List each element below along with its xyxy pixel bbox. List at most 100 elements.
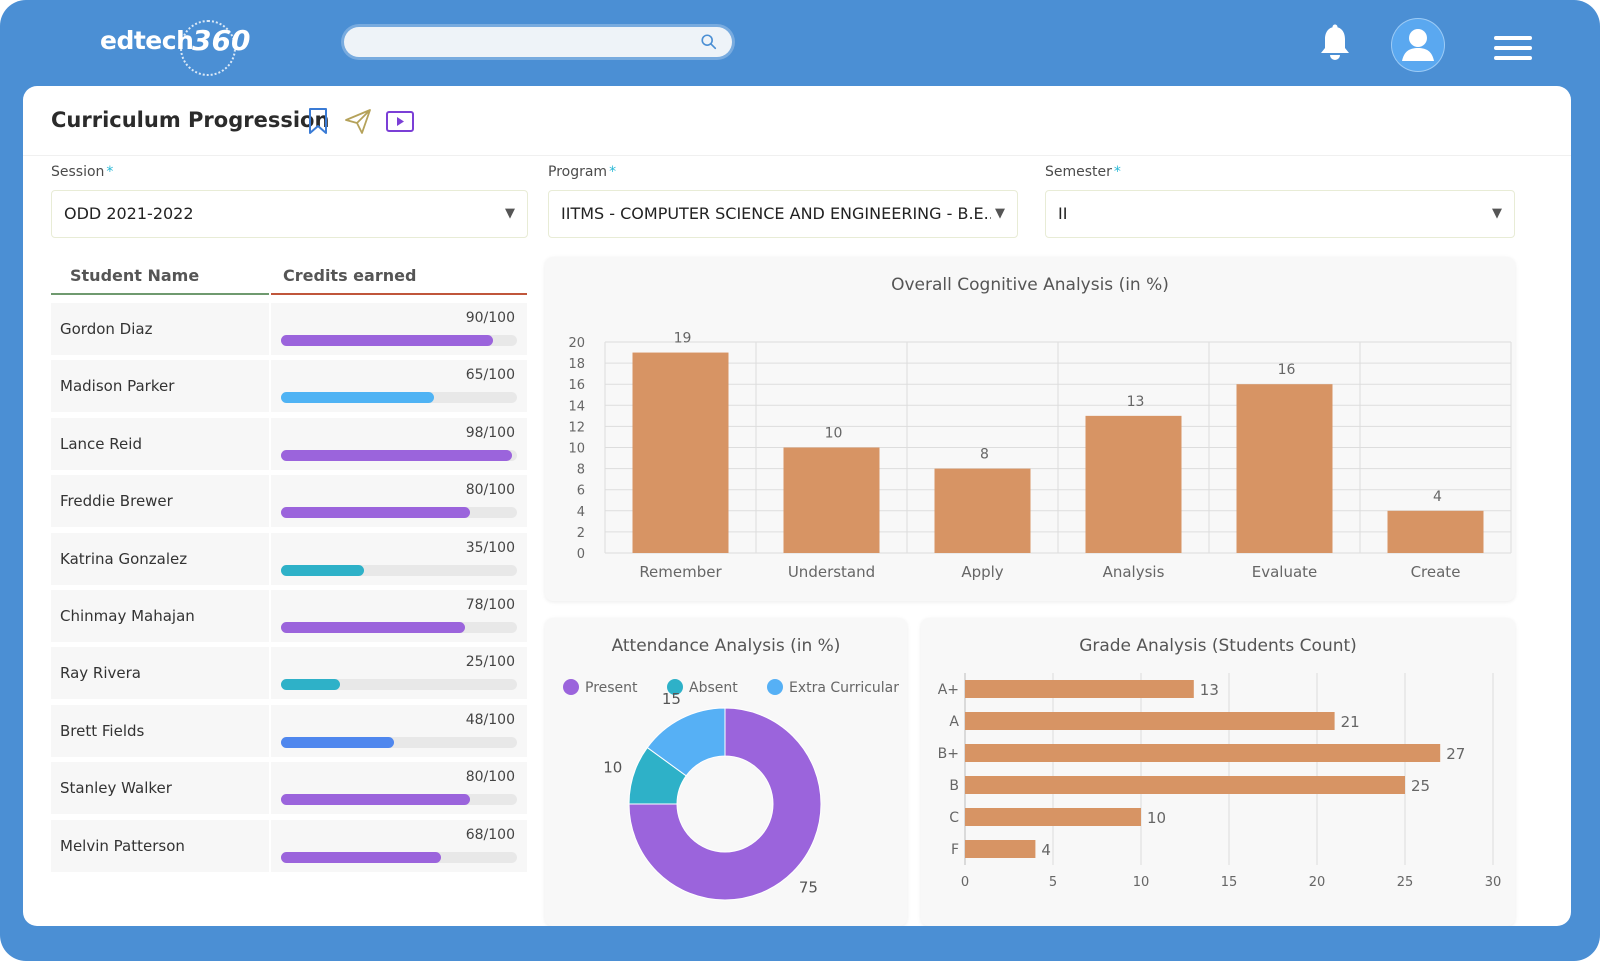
legend-item[interactable]: Present <box>563 679 638 696</box>
progress-fill <box>281 335 494 346</box>
hamburger-menu-icon[interactable] <box>1494 36 1532 60</box>
user-avatar[interactable] <box>1391 18 1445 72</box>
table-row[interactable]: Ray Rivera 25/100 <box>51 647 527 700</box>
progress-bar <box>281 851 517 863</box>
progress-bar <box>281 622 517 633</box>
grade-chart-card: Grade Analysis (Students Count) 0 5 10 15 20… <box>921 618 1515 926</box>
y-tick-label: 0 <box>577 547 585 562</box>
legend-item[interactable]: Extra Curricular <box>767 679 899 696</box>
legend-label: Absent <box>689 680 738 696</box>
bar <box>965 744 1441 762</box>
y-tick-label: 4 <box>577 505 585 520</box>
student-name: Lance Reid <box>60 434 142 453</box>
y-tick-label: 8 <box>577 463 585 478</box>
semester-select[interactable]: II ▼ <box>1045 190 1515 238</box>
x-tick-label: 30 <box>1485 875 1502 890</box>
bar <box>783 447 880 553</box>
data-label: 13 <box>1127 394 1145 410</box>
table-row[interactable]: Madison Parker 65/100 <box>51 360 527 413</box>
chart-title: Overall Cognitive Analysis (in %) <box>891 275 1169 295</box>
semester-label: Semester * <box>1045 164 1121 180</box>
table-row[interactable]: Melvin Patterson 68/100 <box>51 819 527 872</box>
logo[interactable]: edtech 360 <box>100 18 250 76</box>
table-row[interactable]: Katrina Gonzalez 35/100 <box>51 532 527 585</box>
table-row[interactable]: Stanley Walker 80/100 <box>51 762 527 815</box>
y-tick-label: 10 <box>568 442 585 457</box>
legend-item[interactable]: Absent <box>667 679 738 696</box>
data-label: 10 <box>825 426 843 442</box>
chevron-down-icon: ▼ <box>505 206 515 221</box>
data-label: 75 <box>799 878 818 896</box>
x-tick-label: 20 <box>1309 875 1326 890</box>
student-name: Gordon Diaz <box>60 320 153 338</box>
student-name-cell: Madison Parker <box>51 360 269 413</box>
x-tick-label: 0 <box>961 875 969 890</box>
data-label: 8 <box>980 447 989 463</box>
credits-score: 80/100 <box>465 769 515 786</box>
progress-bar <box>281 449 517 461</box>
cognitive-chart-card: Overall Cognitive Analysis (in %) 0 2 4 6 8 1… <box>545 257 1515 601</box>
y-tick-label: 14 <box>568 399 585 414</box>
progress-bar <box>281 392 517 404</box>
search-input[interactable] <box>344 27 732 57</box>
student-name: Melvin Patterson <box>60 836 185 855</box>
credits-score: 90/100 <box>465 310 515 326</box>
data-label: 27 <box>1446 745 1465 763</box>
progress-bar <box>281 794 517 806</box>
data-label: 10 <box>1147 809 1166 827</box>
bell-icon[interactable] <box>1318 24 1352 62</box>
bar <box>632 352 729 553</box>
student-name-cell: Melvin Patterson <box>51 819 269 872</box>
x-tick-label: Evaluate <box>1252 563 1318 581</box>
student-name: Stanley Walker <box>60 779 172 798</box>
program-label: Program * <box>548 164 617 180</box>
y-tick-label: C <box>949 810 959 826</box>
legend-swatch <box>667 679 683 695</box>
progress-bar <box>281 679 517 691</box>
send-icon[interactable] <box>343 106 373 136</box>
session-label: Session * <box>51 164 114 180</box>
table-row[interactable]: Freddie Brewer 80/100 <box>51 475 527 528</box>
student-name-cell: Ray Rivera <box>51 647 269 700</box>
data-label: 10 <box>603 759 622 777</box>
video-play-icon[interactable] <box>385 106 415 136</box>
x-tick-label: 15 <box>1221 875 1238 890</box>
logo-text: edtech <box>100 26 194 55</box>
data-label: 25 <box>1411 777 1430 795</box>
table-row[interactable]: Brett Fields 48/100 <box>51 704 527 757</box>
y-tick-label: A+ <box>938 682 959 698</box>
table-row[interactable]: Lance Reid 98/100 <box>51 417 527 470</box>
table-row[interactable]: Chinmay Mahajan 78/100 <box>51 590 527 642</box>
data-label: 16 <box>1278 362 1296 378</box>
student-name: Freddie Brewer <box>60 492 173 511</box>
credits-score: 68/100 <box>465 826 515 843</box>
y-tick-label: B <box>949 778 959 794</box>
table-row[interactable]: Gordon Diaz 90/100 <box>51 303 527 355</box>
y-tick-label: 16 <box>568 378 585 393</box>
x-tick-label: 5 <box>1049 875 1057 890</box>
search-icon[interactable] <box>700 33 718 51</box>
donut-slice <box>628 707 822 901</box>
credits-score: 80/100 <box>465 482 515 499</box>
data-label: 4 <box>1041 841 1051 859</box>
top-bar: edtech 360 <box>0 0 1600 86</box>
progress-fill <box>281 622 466 633</box>
progress-bar <box>281 564 517 576</box>
progress-bar <box>281 736 517 748</box>
data-label: 15 <box>662 690 681 708</box>
attendance-donut-chart: 75 10 15 <box>603 690 822 901</box>
progress-fill <box>281 564 364 576</box>
credits-cell: 68/100 <box>271 819 527 872</box>
student-name-cell: Lance Reid <box>51 417 269 470</box>
bookmark-icon[interactable] <box>303 106 333 136</box>
credits-cell: 90/100 <box>271 303 527 355</box>
session-select[interactable]: ODD 2021-2022 ▼ <box>51 190 528 238</box>
student-name-cell: Stanley Walker <box>51 762 269 815</box>
program-value: IITMS - COMPUTER SCIENCE AND ENGINEERING… <box>561 204 991 223</box>
progress-fill <box>281 449 513 461</box>
credits-cell: 35/100 <box>271 532 527 585</box>
progress-fill <box>281 392 435 404</box>
program-select[interactable]: IITMS - COMPUTER SCIENCE AND ENGINEERING… <box>548 190 1018 238</box>
column-header-credits: Credits earned <box>283 266 417 285</box>
